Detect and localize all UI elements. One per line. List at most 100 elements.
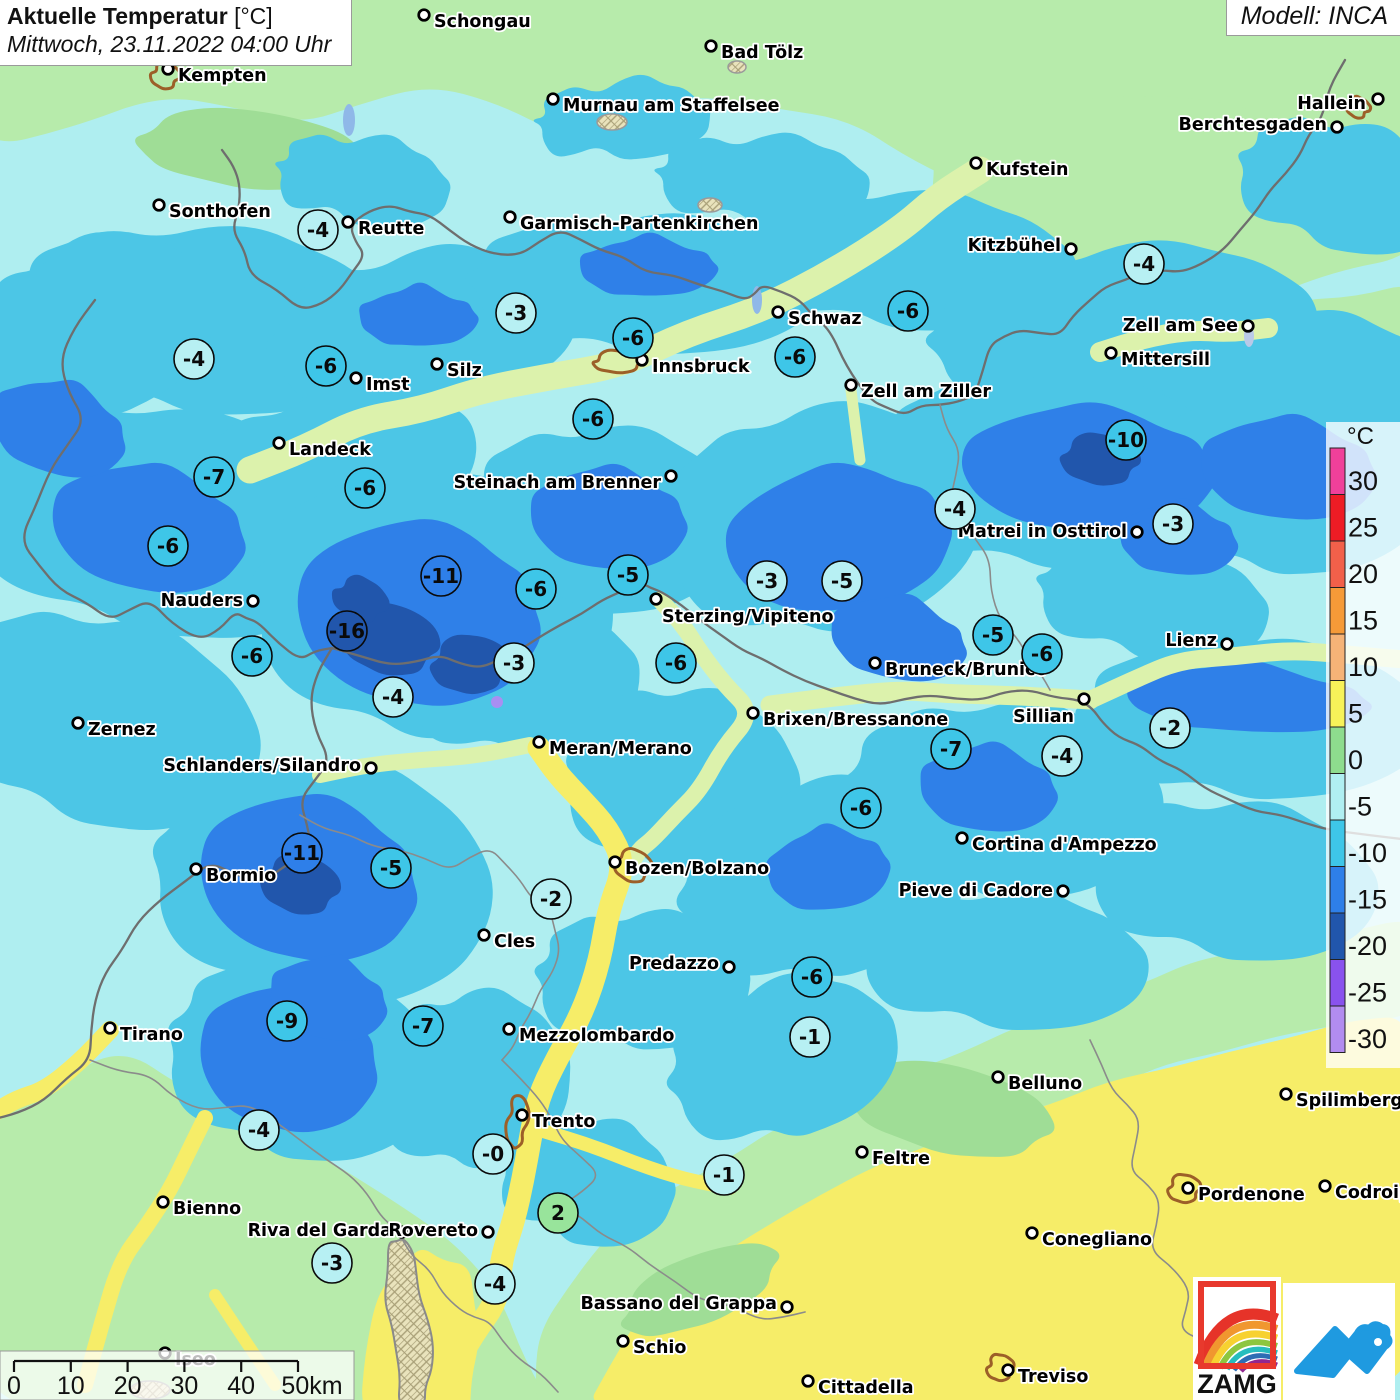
temp-station: 2 — [538, 1193, 578, 1233]
city-label: Bruneck/Brunico — [885, 660, 1047, 680]
temp-station: -11 — [282, 833, 322, 873]
city-marker — [1106, 348, 1117, 359]
lake-small — [597, 114, 627, 130]
city-label: Belluno — [1008, 1074, 1082, 1094]
city-marker — [105, 1023, 116, 1034]
city: Steinach am Brenner — [454, 471, 677, 493]
city-label: Cortina d'Ampezzo — [972, 835, 1157, 855]
city-label: Innsbruck — [652, 357, 750, 377]
city: Predazzo — [629, 954, 734, 974]
weather-map-screenshot: SchongauBad TölzKemptenMurnau am Staffel… — [0, 0, 1400, 1400]
legend-tick-label: 20 — [1348, 559, 1378, 589]
city-label: Hallein — [1297, 94, 1366, 114]
city-marker — [1320, 1181, 1331, 1192]
city-label: Schlanders/Silandro — [163, 756, 361, 776]
city-label: Reutte — [358, 219, 425, 239]
city-marker — [1243, 321, 1254, 332]
city-marker — [724, 962, 735, 973]
temp-value: -3 — [756, 569, 778, 593]
city: Innsbruck — [637, 355, 750, 377]
scalebar-label: 10 — [57, 1372, 85, 1400]
city-label: Pieve di Cadore — [899, 881, 1054, 901]
city-label: Feltre — [872, 1149, 930, 1169]
scalebar-layer: 01020304050km — [0, 1351, 354, 1400]
city: Pordenone — [1183, 1183, 1305, 1205]
scalebar-label: 40 — [227, 1372, 255, 1400]
city-marker — [870, 658, 881, 669]
legend-tick-label: 0 — [1348, 745, 1363, 775]
map-datetime: Mittwoch, 23.11.2022 04:00 Uhr — [7, 31, 343, 58]
city-label: Kitzbühel — [968, 236, 1061, 256]
city-label: Kempten — [178, 66, 267, 86]
legend-swatch — [1330, 634, 1345, 681]
temp-station: -7 — [194, 457, 234, 497]
city-label: Codroipo — [1335, 1183, 1400, 1203]
legend-tick-label: 25 — [1348, 513, 1378, 543]
city-label: Cles — [494, 932, 535, 952]
temp-station: -4 — [298, 210, 338, 250]
temp-value: -6 — [354, 476, 376, 500]
city-marker — [248, 596, 259, 607]
city-marker — [366, 763, 377, 774]
temp-station: -2 — [1150, 708, 1190, 748]
zamg-wordmark: ZAMG — [1193, 1369, 1281, 1400]
temp-station: -10 — [1106, 420, 1146, 460]
temp-station: -6 — [232, 636, 272, 676]
legend-tick-label: 15 — [1348, 606, 1378, 636]
city-label: Schwaz — [788, 309, 862, 329]
legend-layer: °C302520151050-5-10-15-20-25-30 — [1326, 422, 1400, 1068]
temp-value: -1 — [799, 1025, 821, 1049]
city-marker — [1222, 639, 1233, 650]
temperature-map: SchongauBad TölzKemptenMurnau am Staffel… — [0, 0, 1400, 1400]
temp-value: -2 — [540, 887, 562, 911]
city: Conegliano — [1027, 1228, 1152, 1250]
temp-station: -4 — [239, 1110, 279, 1150]
city-marker — [505, 212, 516, 223]
temp-value: -3 — [503, 651, 525, 675]
temp-value: -6 — [525, 577, 547, 601]
temp-value: -6 — [784, 345, 806, 369]
legend-unit: °C — [1347, 423, 1374, 450]
title-unit: [°C] — [228, 3, 273, 29]
city: Kitzbühel — [968, 236, 1077, 256]
temp-station: -4 — [935, 489, 975, 529]
city-label: Bassano del Grappa — [580, 1294, 777, 1314]
city-marker — [432, 359, 443, 370]
city-label: Mezzolombardo — [519, 1026, 674, 1046]
temp-value: -1 — [713, 1163, 735, 1187]
city: Mezzolombardo — [504, 1024, 675, 1046]
city: Spilimbergo — [1281, 1089, 1400, 1111]
city-marker — [1132, 527, 1143, 538]
city-label: Trento — [532, 1112, 595, 1132]
city: Schongau — [419, 10, 531, 32]
temp-value: -4 — [944, 497, 966, 521]
temp-value: 2 — [551, 1201, 565, 1225]
city: Kempten — [163, 64, 267, 86]
city-label: Imst — [366, 375, 410, 395]
legend-tick-label: 5 — [1348, 699, 1363, 729]
city: Murnau am Staffelsee — [548, 94, 780, 116]
legend-tick-label: -5 — [1348, 792, 1372, 822]
city-label: Sterzing/Vipiteno — [662, 607, 834, 627]
city-marker — [479, 930, 490, 941]
temp-value: -6 — [1031, 642, 1053, 666]
scalebar-label: 30 — [170, 1372, 198, 1400]
temp-station: -2 — [531, 879, 571, 919]
city-marker — [957, 833, 968, 844]
city: Cortina d'Ampezzo — [957, 833, 1157, 855]
city-label: Murnau am Staffelsee — [563, 96, 780, 116]
city-marker — [548, 94, 559, 105]
temp-station: -6 — [792, 957, 832, 997]
city-label: Predazzo — [629, 954, 719, 974]
city-marker — [706, 41, 717, 52]
city: Zell am See — [1123, 316, 1253, 336]
temp-value: -7 — [940, 737, 962, 761]
city: Meran/Merano — [534, 737, 692, 759]
city: Pieve di Cadore — [899, 881, 1069, 901]
city-label: Bormio — [206, 866, 276, 886]
city: Sonthofen — [154, 200, 271, 222]
mountain-cloud-icon — [1283, 1283, 1395, 1400]
city-label: Mittersill — [1121, 350, 1210, 370]
city-marker — [1373, 94, 1384, 105]
temp-value: -7 — [412, 1014, 434, 1038]
